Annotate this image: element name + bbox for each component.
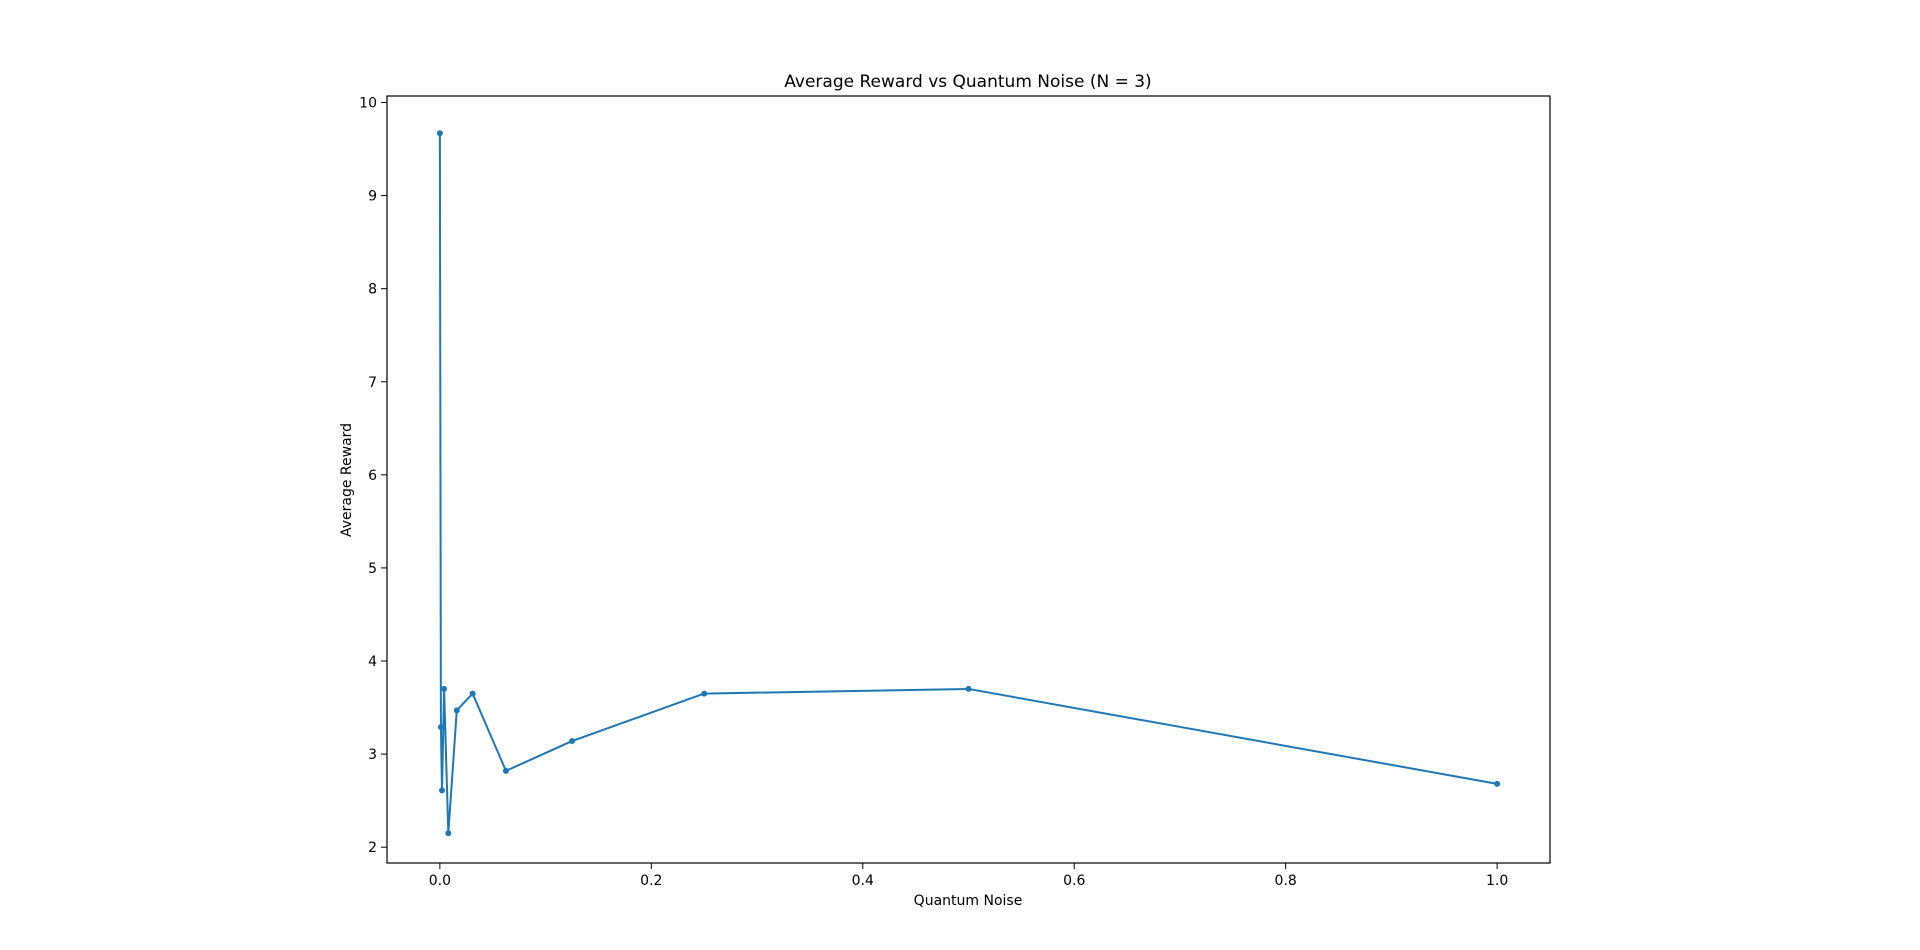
data-point xyxy=(701,690,708,697)
chart-title: Average Reward vs Quantum Noise (N = 3) xyxy=(784,72,1151,92)
x-tick-label: 1.0 xyxy=(1486,873,1508,889)
y-tick-label: 9 xyxy=(368,189,377,205)
y-tick-label: 4 xyxy=(368,654,377,670)
data-point xyxy=(436,130,443,137)
data-point xyxy=(441,685,448,692)
x-tick-label: 0.6 xyxy=(1063,873,1085,889)
x-axis-label: Quantum Noise xyxy=(914,893,1023,909)
data-point xyxy=(1494,780,1501,787)
plot-area xyxy=(436,130,1501,837)
x-tick-label: 0.0 xyxy=(429,873,451,889)
x-axis-ticks: 0.0 0.2 0.4 0.6 0.8 1.0 xyxy=(429,863,1508,889)
data-point xyxy=(438,787,445,794)
y-tick-label: 7 xyxy=(368,375,377,391)
series-line xyxy=(438,133,1498,835)
data-point xyxy=(569,738,576,745)
data-point xyxy=(502,767,509,774)
x-tick-label: 0.2 xyxy=(640,873,662,889)
data-point xyxy=(445,830,452,837)
x-tick-label: 0.4 xyxy=(852,873,874,889)
data-point xyxy=(469,690,476,697)
data-point xyxy=(437,724,444,731)
data-point xyxy=(965,685,972,692)
y-axis-ticks: 2 3 4 5 6 7 8 9 10 xyxy=(359,96,387,856)
y-tick-label: 3 xyxy=(368,747,377,763)
y-axis-label: Average Reward xyxy=(339,423,355,537)
x-tick-label: 0.8 xyxy=(1275,873,1297,889)
y-tick-label: 2 xyxy=(368,840,377,856)
plot-frame xyxy=(386,95,1551,864)
y-tick-label: 8 xyxy=(368,282,377,298)
data-point xyxy=(453,707,460,714)
y-tick-label: 6 xyxy=(368,468,377,484)
y-tick-label: 5 xyxy=(368,561,377,577)
y-tick-label: 10 xyxy=(359,96,377,112)
